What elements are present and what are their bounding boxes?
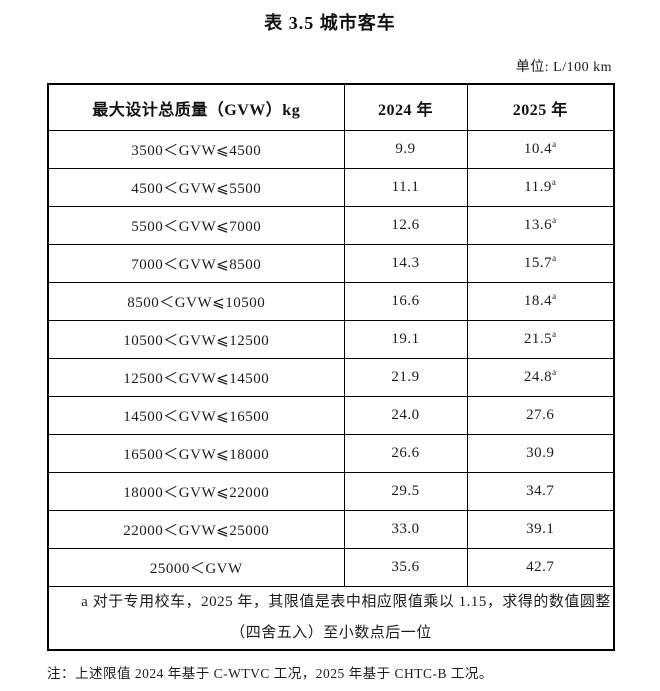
gvw-range-cell: 8500＜GVW⩽10500: [47, 282, 345, 321]
table-row: 10500＜GVW⩽12500 19.1 21.5a: [47, 320, 615, 359]
footnote-marker: a: [552, 367, 557, 377]
limit-2025-cell: 42.7: [466, 548, 615, 587]
limit-2025-cell: 39.1: [466, 510, 615, 549]
limit-2024-cell: 24.0: [343, 396, 468, 435]
limit-2025-value: 27.6: [526, 407, 555, 423]
footnote-marker: a: [552, 253, 557, 263]
limit-2024-cell: 26.6: [343, 434, 468, 473]
header-year-2024: 2024 年: [343, 83, 468, 131]
gvw-range-cell: 4500＜GVW⩽5500: [47, 168, 345, 207]
footnote-marker: a: [551, 177, 557, 187]
gvw-range-cell: 14500＜GVW⩽16500: [47, 396, 345, 435]
limit-2024-cell: 16.6: [343, 282, 468, 321]
table-row: 18000＜GVW⩽22000 29.5 34.7: [47, 472, 615, 511]
limit-2024-cell: 14.3: [343, 244, 468, 283]
footnote-row: a 对于专用校车，2025 年，其限值是表中相应限值乘以 1.15，求得的数值圆…: [47, 586, 615, 650]
limit-2025-value: 39.1: [526, 521, 555, 537]
unit-label: 单位: L/100 km: [515, 60, 612, 75]
limit-2024-cell: 35.6: [343, 548, 468, 587]
limit-2024-cell: 11.1: [343, 168, 468, 207]
note-text: 注：上述限值 2024 年基于 C-WTVC 工况，2025 年基于 CHTC-…: [47, 665, 493, 681]
limit-2025-cell: 34.7: [466, 472, 615, 511]
table-row: 3500＜GVW⩽4500 9.9 10.4a: [47, 130, 615, 169]
limit-2025-value: 30.9: [526, 445, 555, 461]
table-row: 25000＜GVW 35.6 42.7: [47, 548, 615, 587]
footnote-marker: a: [552, 139, 557, 149]
table-row: 22000＜GVW⩽25000 33.0 39.1: [47, 510, 615, 549]
table-footnote: a 对于专用校车，2025 年，其限值是表中相应限值乘以 1.15，求得的数值圆…: [47, 586, 615, 650]
gvw-range-cell: 7000＜GVW⩽8500: [47, 244, 345, 283]
footnote-marker: a: [552, 215, 557, 225]
limit-2025-cell: 18.4a: [466, 282, 615, 321]
table-row: 4500＜GVW⩽5500 11.1 11.9a: [47, 168, 615, 207]
gvw-range-cell: 18000＜GVW⩽22000: [47, 472, 345, 511]
table-row: 5500＜GVW⩽7000 12.6 13.6a: [47, 206, 615, 245]
limit-2025-cell: 15.7a: [466, 244, 615, 283]
limit-2025-value: 10.4: [523, 141, 553, 157]
limit-2025-cell: 27.6: [466, 396, 615, 435]
limit-2024-cell: 19.1: [343, 320, 468, 359]
gvw-range-cell: 25000＜GVW: [47, 548, 345, 587]
gvw-range-cell: 3500＜GVW⩽4500: [47, 130, 345, 169]
limit-2025-value: 15.7: [523, 255, 553, 271]
limit-2025-value: 24.8: [523, 369, 553, 385]
header-year-2025: 2025 年: [466, 83, 615, 131]
fuel-limits-table: 最大设计总质量（GVW）kg 2024 年 2025 年 3500＜GVW⩽45…: [47, 83, 615, 651]
limit-2025-value: 13.6: [523, 217, 553, 233]
limit-2025-value: 42.7: [526, 559, 555, 575]
limit-2025-cell: 10.4a: [466, 130, 615, 169]
limit-2025-value: 21.5: [523, 331, 553, 347]
limit-2024-cell: 12.6: [343, 206, 468, 245]
gvw-range-cell: 22000＜GVW⩽25000: [47, 510, 345, 549]
limit-2025-cell: 21.5a: [466, 320, 615, 359]
limit-2024-cell: 21.9: [343, 358, 468, 397]
table-body: 3500＜GVW⩽4500 9.9 10.4a 4500＜GVW⩽5500 11…: [47, 130, 615, 650]
limit-2025-cell: 13.6a: [466, 206, 615, 245]
footnote-marker: a: [552, 329, 557, 339]
table-title: 表 3.5 城市客车: [264, 13, 396, 33]
limit-2024-cell: 9.9: [343, 130, 468, 169]
gvw-range-cell: 10500＜GVW⩽12500: [47, 320, 345, 359]
gvw-range-cell: 16500＜GVW⩽18000: [47, 434, 345, 473]
limit-2024-cell: 29.5: [343, 472, 468, 511]
footnote-marker: a: [552, 291, 557, 301]
gvw-range-cell: 12500＜GVW⩽14500: [47, 358, 345, 397]
table-row: 14500＜GVW⩽16500 24.0 27.6: [47, 396, 615, 435]
gvw-range-cell: 5500＜GVW⩽7000: [47, 206, 345, 245]
limit-2025-cell: 24.8a: [466, 358, 615, 397]
limit-2025-value: 11.9: [524, 179, 552, 195]
limit-2025-cell: 30.9: [466, 434, 615, 473]
table-row: 12500＜GVW⩽14500 21.9 24.8a: [47, 358, 615, 397]
header-gvw: 最大设计总质量（GVW）kg: [47, 83, 345, 131]
table-row: 7000＜GVW⩽8500 14.3 15.7a: [47, 244, 615, 283]
table-row: 8500＜GVW⩽10500 16.6 18.4a: [47, 282, 615, 321]
limit-2025-cell: 11.9a: [466, 168, 615, 207]
limit-2025-value: 34.7: [526, 483, 555, 499]
limit-2025-value: 18.4: [523, 293, 553, 309]
limit-2024-cell: 33.0: [343, 510, 468, 549]
header-row: 最大设计总质量（GVW）kg 2024 年 2025 年: [47, 83, 615, 131]
table-row: 16500＜GVW⩽18000 26.6 30.9: [47, 434, 615, 473]
